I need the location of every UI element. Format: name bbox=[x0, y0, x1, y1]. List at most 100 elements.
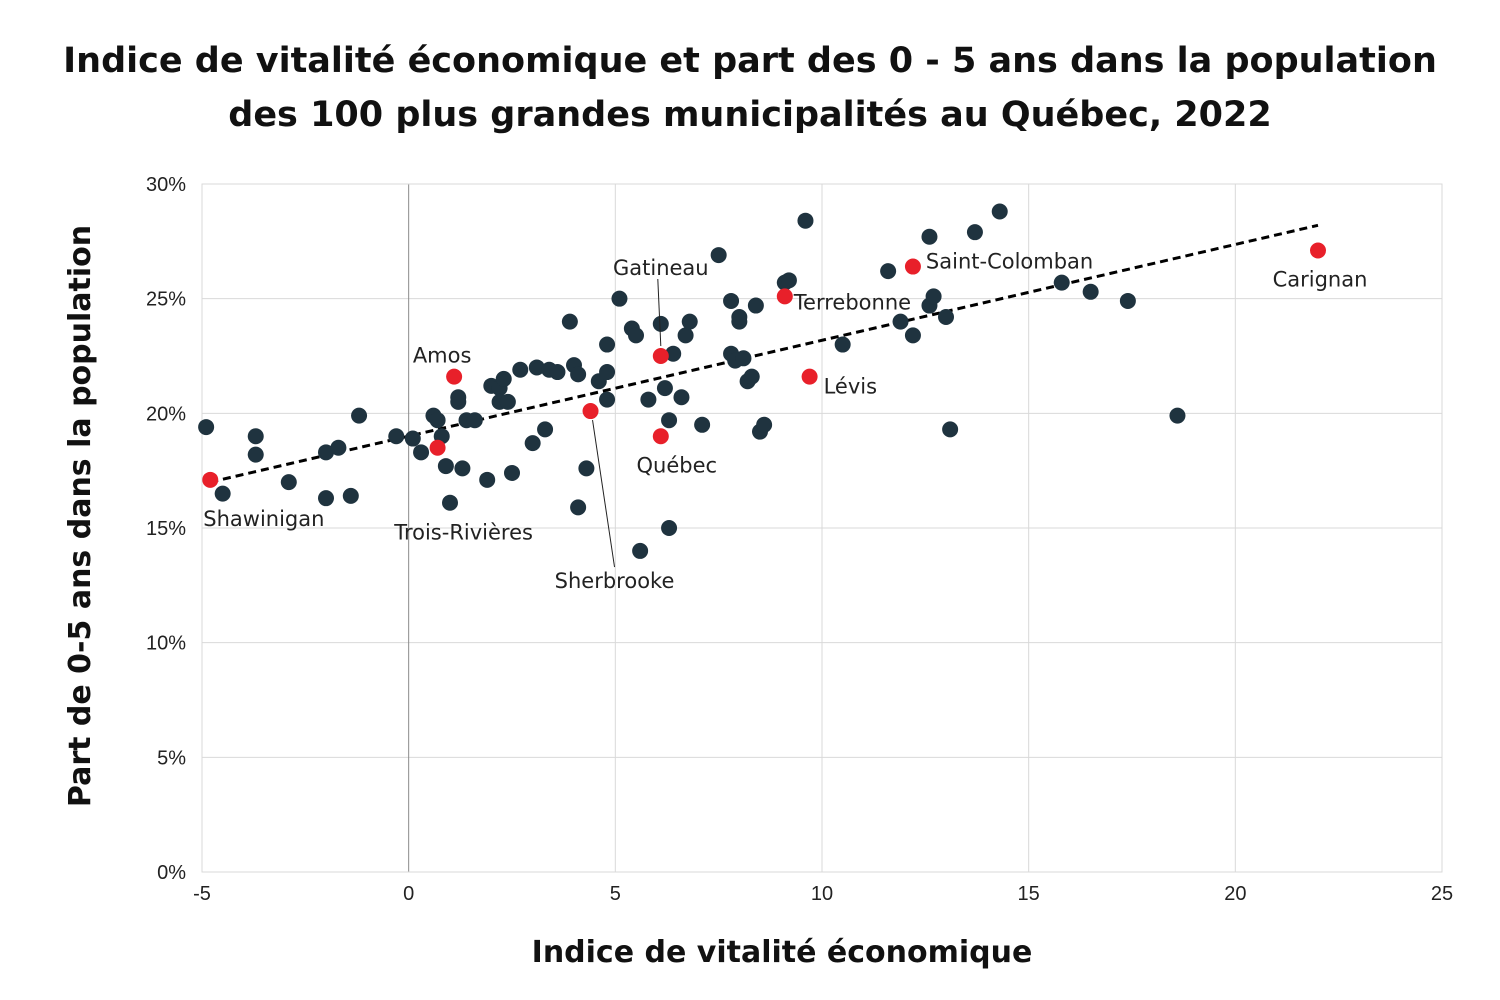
x-tick-label: 10 bbox=[811, 883, 833, 905]
data-point bbox=[437, 458, 454, 475]
data-point bbox=[611, 290, 628, 307]
tick-labels: 0% 5% 10% 15% 20% 25% 30% -5 0 5 10 15 20 25 bbox=[146, 174, 1453, 905]
point-label: Lévis bbox=[824, 375, 877, 399]
y-tick-label: 30% bbox=[146, 174, 186, 196]
point-label: Gatineau bbox=[613, 256, 709, 280]
gridlines bbox=[201, 183, 1443, 873]
data-point bbox=[318, 490, 334, 507]
x-tick-label: 0 bbox=[403, 883, 414, 905]
y-tick-label: 15% bbox=[146, 518, 186, 540]
data-point bbox=[747, 297, 764, 314]
data-point bbox=[561, 313, 578, 330]
data-point bbox=[652, 315, 669, 332]
highlighted-point bbox=[429, 439, 446, 456]
highlighted-point bbox=[1310, 242, 1326, 259]
data-point bbox=[966, 224, 983, 241]
point-label: Saint-Colomban bbox=[926, 250, 1093, 274]
data-point bbox=[673, 389, 690, 406]
data-point bbox=[549, 364, 566, 381]
data-point bbox=[1119, 292, 1136, 309]
x-axis-title: Indice de vitalité économique bbox=[532, 935, 1033, 970]
data-point bbox=[450, 389, 467, 406]
y-tick-label: 25% bbox=[146, 289, 186, 311]
chart-title-line-1: Indice de vitalité économique et part de… bbox=[63, 41, 1437, 81]
data-point bbox=[570, 366, 587, 383]
point-label: Trois-Rivières bbox=[393, 521, 533, 545]
data-point bbox=[731, 309, 748, 326]
data-point bbox=[454, 460, 471, 477]
data-point bbox=[942, 421, 959, 438]
data-point bbox=[797, 212, 814, 229]
x-tick-label: 15 bbox=[1018, 883, 1040, 905]
point-label: Terrebonne bbox=[793, 290, 911, 314]
data-point bbox=[528, 359, 545, 376]
data-point bbox=[640, 391, 657, 408]
data-point bbox=[479, 471, 496, 488]
point-label: Québec bbox=[637, 453, 718, 477]
x-tick-label: 5 bbox=[610, 883, 621, 905]
highlighted-point bbox=[652, 348, 669, 364]
data-point bbox=[925, 288, 942, 305]
data-point bbox=[413, 444, 430, 461]
data-point bbox=[330, 439, 347, 456]
point-label: Carignan bbox=[1273, 268, 1368, 292]
data-point bbox=[280, 474, 297, 491]
data-point bbox=[723, 292, 740, 309]
trendline bbox=[209, 223, 1319, 484]
y-tick-label: 10% bbox=[146, 633, 186, 655]
data-point bbox=[632, 542, 649, 559]
data-point bbox=[735, 350, 752, 367]
data-point bbox=[388, 428, 405, 445]
point-label: Sherbrooke bbox=[555, 569, 675, 593]
data-point bbox=[524, 435, 541, 452]
data-point bbox=[681, 313, 698, 330]
data-point bbox=[694, 416, 711, 433]
data-point bbox=[938, 309, 954, 326]
data-point bbox=[214, 485, 231, 502]
highlighted-point bbox=[652, 428, 669, 445]
data-point bbox=[504, 464, 520, 481]
data-point bbox=[512, 361, 529, 378]
data-point bbox=[198, 419, 215, 436]
highlighted-point bbox=[904, 258, 921, 275]
highlighted-point bbox=[776, 288, 793, 305]
data-point bbox=[247, 446, 264, 463]
leader-line bbox=[592, 419, 616, 568]
data-point bbox=[991, 203, 1008, 220]
data-point bbox=[599, 336, 616, 353]
x-tick-label: 25 bbox=[1431, 883, 1453, 905]
chart-title-line-2: des 100 plus grandes municipalités au Qu… bbox=[228, 95, 1272, 135]
data-point bbox=[599, 391, 616, 408]
data-point bbox=[677, 327, 694, 344]
plot-area-border bbox=[201, 183, 1443, 873]
data-point bbox=[1082, 283, 1099, 300]
data-point bbox=[247, 428, 264, 445]
data-point bbox=[1169, 407, 1186, 424]
data-point bbox=[661, 412, 678, 429]
data-point bbox=[710, 247, 727, 264]
data-point bbox=[661, 520, 678, 536]
y-tick-label: 5% bbox=[157, 747, 186, 769]
data-point bbox=[834, 336, 851, 353]
y-tick-label: 0% bbox=[157, 862, 186, 884]
data-point bbox=[892, 313, 909, 330]
x-tick-label: 20 bbox=[1224, 883, 1246, 905]
trendline-layer bbox=[209, 223, 1319, 484]
leader-line bbox=[657, 278, 662, 347]
y-axis-title: Part de 0-5 ans dans la population bbox=[63, 225, 98, 807]
data-point bbox=[351, 407, 368, 424]
data-point bbox=[921, 228, 938, 245]
highlighted-point bbox=[582, 403, 599, 420]
data-point bbox=[756, 416, 773, 433]
data-point bbox=[628, 327, 644, 344]
data-points bbox=[198, 203, 1186, 559]
data-point bbox=[780, 272, 797, 289]
data-point bbox=[318, 444, 334, 461]
data-point bbox=[466, 412, 483, 429]
data-point bbox=[442, 494, 458, 511]
x-tick-label: -5 bbox=[193, 883, 211, 905]
highlighted-point bbox=[202, 471, 219, 488]
data-point bbox=[743, 368, 760, 385]
data-point bbox=[1053, 274, 1070, 291]
